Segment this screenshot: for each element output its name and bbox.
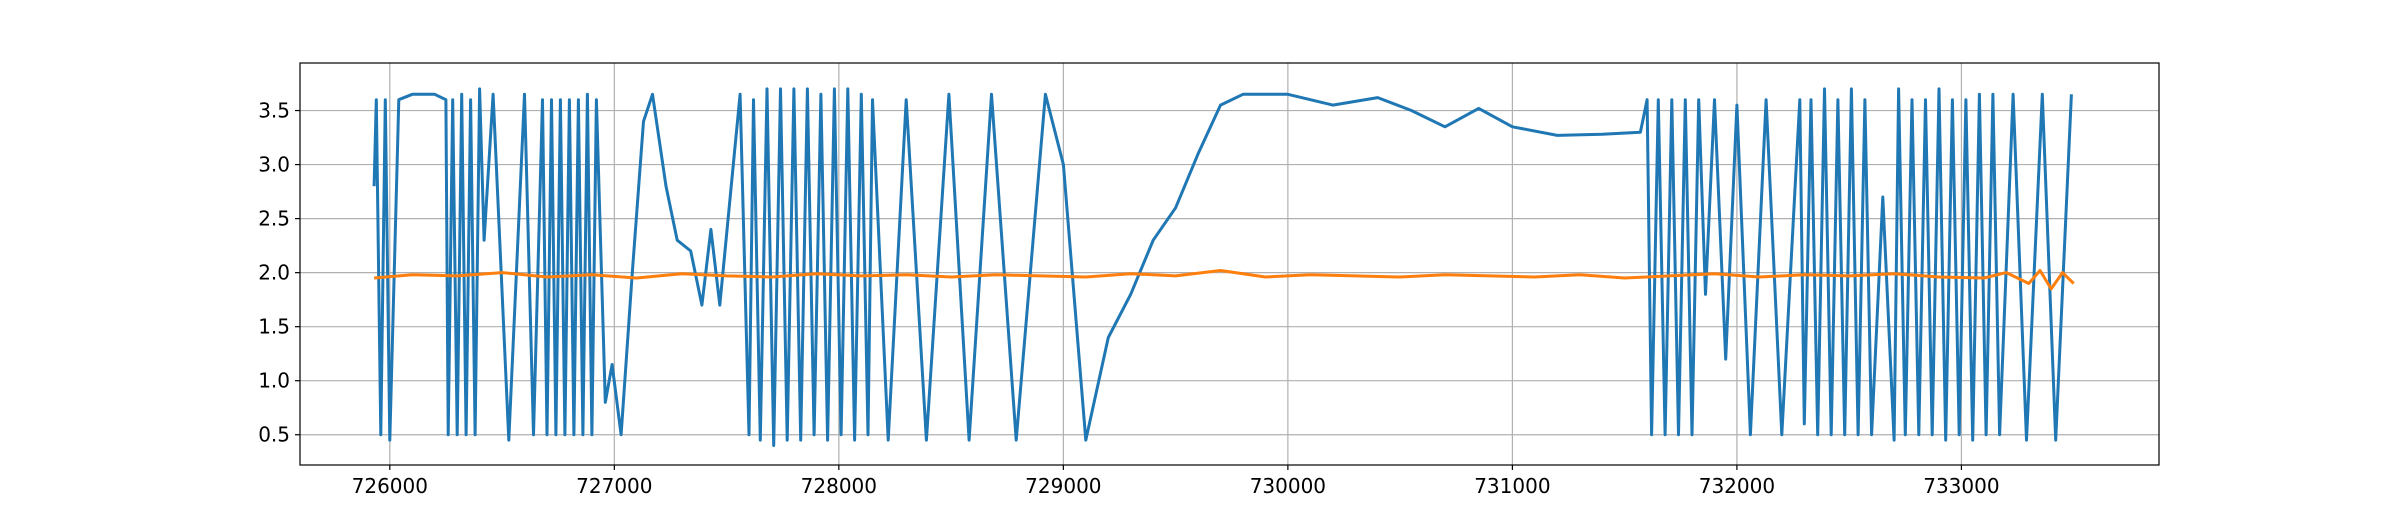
x-tick-label: 729000 xyxy=(1025,474,1101,498)
y-tick-label: 2.0 xyxy=(258,261,290,285)
plot-frame xyxy=(299,62,2160,466)
x-tick-label: 726000 xyxy=(352,474,428,498)
y-tick-label: 3.0 xyxy=(258,153,290,177)
x-tick-label: 728000 xyxy=(801,474,877,498)
y-tick-label: 1.0 xyxy=(258,369,290,393)
line-series xyxy=(372,87,2073,447)
y-tick-label: 2.5 xyxy=(258,207,290,231)
x-tick-label: 733000 xyxy=(1923,474,1999,498)
x-tick-label: 731000 xyxy=(1474,474,1550,498)
x-tick-label: 727000 xyxy=(576,474,652,498)
line-series xyxy=(373,269,2075,291)
y-tick-label: 3.5 xyxy=(258,99,290,123)
y-tick-label: 1.5 xyxy=(258,315,290,339)
y-tick-label: 0.5 xyxy=(258,423,290,447)
x-tick-label: 730000 xyxy=(1250,474,1326,498)
x-tick-label: 732000 xyxy=(1699,474,1775,498)
